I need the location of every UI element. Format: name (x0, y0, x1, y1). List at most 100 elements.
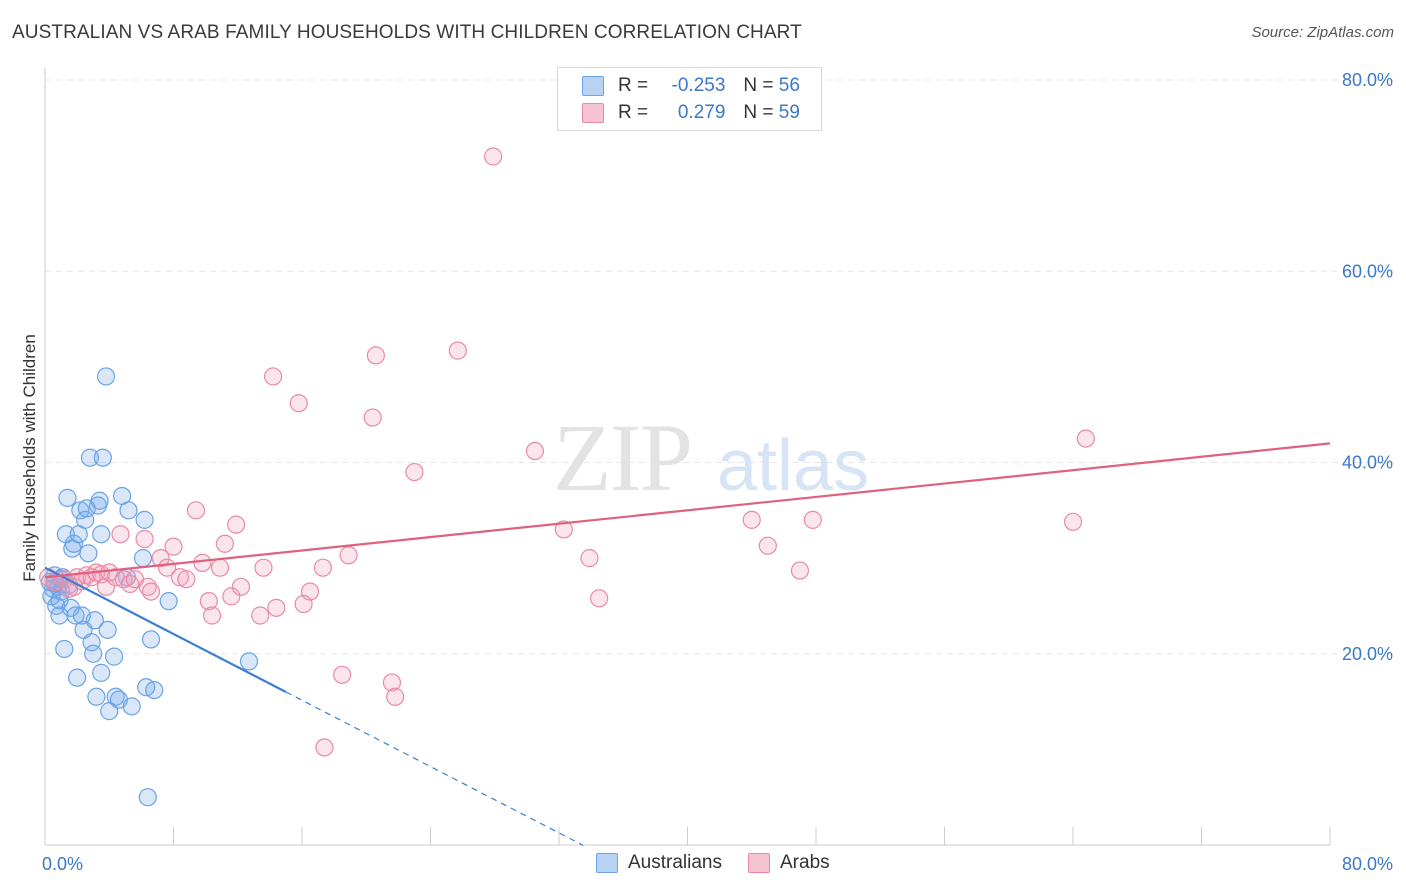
legend-n-value: 56 (778, 75, 800, 96)
australians-point (58, 488, 77, 507)
arabs-swatch (748, 853, 770, 873)
arabs-point (141, 582, 161, 601)
arabs-point (251, 606, 270, 625)
arabs-point (193, 553, 212, 573)
watermark: ZIP atlas (553, 404, 869, 511)
australians-point (145, 680, 164, 700)
series-legend-arabs[interactable]: Arabs (748, 852, 830, 874)
australians-swatch (596, 853, 618, 873)
arabs-point (135, 529, 154, 549)
australians-point (80, 448, 100, 467)
arabs-point (177, 570, 196, 589)
australians-point (87, 687, 106, 706)
australians-point (106, 687, 125, 706)
arabs-point (263, 367, 283, 386)
legend-swatch-australians (582, 76, 604, 96)
legend-r-value: -0.253 (671, 75, 726, 96)
australians-point (93, 448, 112, 467)
australians-point (96, 367, 116, 386)
x-tick-label: 80.0% (1342, 854, 1393, 874)
series-legend: Australians Arabs (596, 852, 856, 874)
arabs-point (405, 462, 424, 482)
arabs-point (366, 346, 385, 365)
legend-r-value: 0.279 (677, 102, 726, 123)
trend-lines (44, 442, 1331, 846)
arabs-point (222, 587, 241, 606)
arabs-point (333, 665, 352, 684)
arabs-point (742, 510, 761, 529)
x-tick-label: 0.0% (42, 854, 83, 874)
arabs-point (758, 536, 777, 555)
legend-row-australians: R = -0.253 N = 56 (582, 74, 800, 98)
stats-legend: R = -0.253 N = 56 R = 0.279 N = 59 (557, 67, 822, 131)
watermark-atlas: atlas (717, 426, 869, 506)
arabs-label: Arabs (780, 852, 830, 873)
tick-labels: 20.0% 40.0% 60.0% 80.0% 0.0% 80.0% (42, 70, 1393, 874)
australians-point (92, 525, 111, 544)
arabs-point (590, 589, 609, 608)
gridlines (45, 79, 1393, 655)
australians-point (84, 644, 103, 663)
australians-trend-extension (285, 691, 584, 846)
arabs-point (289, 394, 308, 413)
arabs-point (339, 546, 358, 565)
arabs-point (215, 534, 234, 553)
series-legend-australians[interactable]: Australians (596, 852, 722, 874)
arabs-point (300, 582, 320, 601)
australians-point (239, 652, 259, 671)
australians-trend-line (44, 566, 287, 693)
arabs-point (363, 408, 382, 427)
y-tick-label: 80.0% (1342, 70, 1393, 90)
arabs-point (254, 558, 273, 577)
arabs-point (210, 558, 230, 577)
y-tick-label: 20.0% (1342, 644, 1393, 664)
australians-point (104, 647, 124, 666)
australians-point (47, 596, 66, 616)
arabs-point (790, 561, 810, 580)
arabs-point (313, 558, 332, 577)
watermark-zip: ZIP (553, 404, 691, 511)
legend-swatch-arabs (582, 103, 604, 123)
australians-label: Australians (628, 852, 722, 873)
australians-point (119, 501, 138, 520)
australians-point (98, 620, 117, 639)
arabs-point (164, 537, 183, 556)
arabs-point (96, 577, 116, 596)
arabs-point (448, 341, 467, 360)
australians-point (68, 668, 87, 687)
arabs-point (554, 520, 573, 539)
legend-n-label: N = (743, 102, 774, 123)
arabs-point (1076, 429, 1095, 448)
arabs-point (580, 549, 599, 568)
arabs-point (382, 673, 402, 692)
arabs-point (1063, 512, 1083, 531)
australians-point (55, 639, 74, 659)
arabs-point (111, 525, 130, 544)
arabs-trend-line (44, 442, 1331, 579)
australians-point (141, 630, 161, 649)
arabs-point (386, 687, 405, 706)
australians-point (122, 697, 141, 716)
australians-point (66, 606, 85, 625)
legend-row-arabs: R = 0.279 N = 59 (582, 101, 800, 125)
arabs-point (202, 606, 222, 625)
source-label: Source: ZipAtlas.com (1251, 24, 1394, 41)
arabs-point (267, 598, 286, 617)
legend-n-label: N = (743, 75, 774, 96)
arabs-point (170, 568, 190, 587)
y-tick-label: 40.0% (1342, 453, 1393, 473)
arabs-point (231, 577, 251, 596)
arabs-point (151, 549, 170, 568)
australians-point (92, 663, 111, 682)
arabs-point (525, 441, 545, 461)
legend-r-label: R = (618, 102, 649, 123)
australians-point (133, 549, 153, 568)
y-tick-label: 60.0% (1342, 261, 1393, 281)
arabs-point (315, 738, 334, 757)
australians-point (79, 544, 98, 563)
arabs-point (803, 510, 822, 529)
australians-point (138, 788, 157, 807)
australians-point (135, 510, 154, 529)
legend-r-label: R = (618, 75, 649, 96)
